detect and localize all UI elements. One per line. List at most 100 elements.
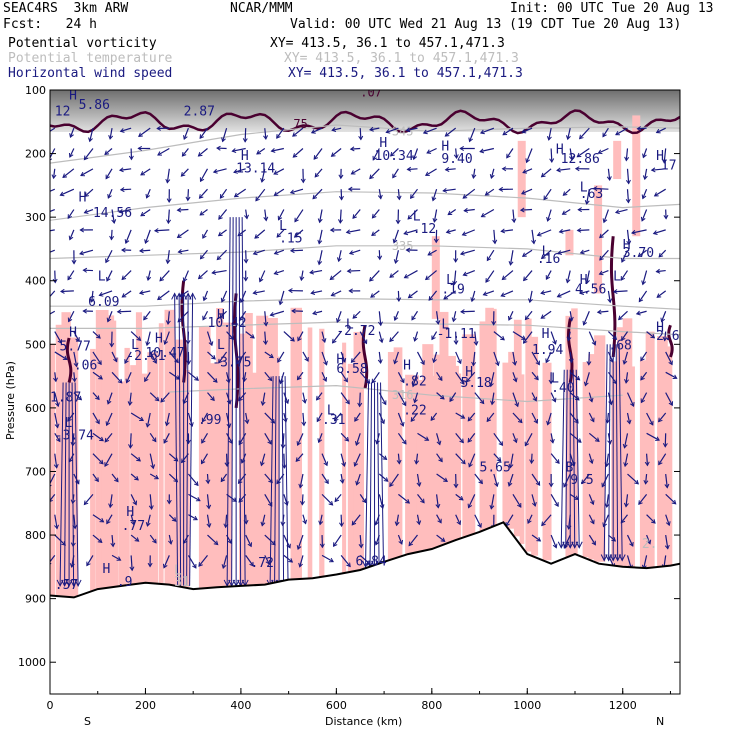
wind-vector-head (244, 419, 250, 425)
wind-vector-head (424, 275, 430, 281)
wind-vector (319, 514, 323, 525)
wind-vector-head (165, 320, 171, 326)
wind-extremum-label: .9 (117, 575, 133, 590)
wind-vector-head (348, 250, 354, 255)
wind-vector-head (508, 463, 514, 469)
wind-vector (274, 269, 285, 275)
wind-vector (149, 494, 153, 510)
wind-vector-head (302, 398, 307, 404)
wind-vector (104, 148, 113, 155)
wind-vector-head (263, 340, 268, 346)
pv-fill-column (319, 328, 325, 578)
wind-vector (294, 229, 304, 238)
pv-fill-column (462, 334, 476, 538)
wind-vector (299, 555, 304, 567)
wind-vector (491, 392, 495, 405)
wind-vector-head (477, 523, 482, 528)
x-tick-label: 0 (47, 699, 54, 712)
wind-vector (658, 249, 667, 258)
wind-extremum-label: 2.87 (184, 104, 215, 119)
wind-vector-head (125, 378, 131, 384)
wind-vector-head (265, 559, 270, 565)
wind-vector-head (411, 315, 416, 321)
wind-vector-head (358, 135, 364, 141)
wind-vector (149, 453, 154, 469)
wind-vector (607, 290, 611, 303)
wind-vector-head (299, 276, 305, 282)
wind-vector-head (543, 195, 548, 201)
wind-vector-head (413, 398, 418, 404)
wind-vector-head (535, 481, 541, 486)
wind-vector-head (242, 138, 248, 143)
wind-vector (290, 249, 303, 252)
wind-vector-head (231, 148, 237, 154)
wind-vector (490, 372, 495, 387)
wind-vector (159, 270, 170, 282)
wind-vector-head (479, 129, 485, 135)
wind-vector (550, 392, 556, 402)
wind-vector-head (638, 297, 644, 303)
x-end-label-left: S (84, 715, 91, 728)
wind-vector-head (375, 439, 380, 445)
pv-fill-column (662, 346, 673, 567)
wind-vector-head (598, 270, 604, 276)
wind-vector-head (601, 482, 606, 488)
wind-vector-head (520, 190, 526, 195)
wind-vector (480, 127, 495, 134)
pv-fill-column (422, 344, 434, 552)
wind-vector (302, 412, 305, 426)
wind-bundle-shaft (608, 344, 611, 561)
wind-vector-head (182, 277, 188, 283)
wind-vector-head (590, 417, 595, 423)
wind-vector-head (444, 132, 450, 137)
pv-fill-column (113, 357, 119, 588)
wind-vector-head (336, 257, 342, 263)
wind-vector-head (634, 479, 639, 485)
wind-vector-head (445, 229, 451, 234)
wind-vector (569, 148, 573, 160)
wind-vector-head (109, 235, 115, 241)
wind-vector-head (160, 397, 166, 403)
wind-vector (290, 188, 304, 194)
wind-vector-head (468, 137, 474, 143)
wind-vector (340, 473, 344, 484)
wind-vector (512, 331, 526, 340)
wind-vector (54, 534, 66, 546)
wind-vector-head (541, 521, 546, 527)
wind-vector-head (642, 153, 647, 159)
wind-vector-head (244, 214, 250, 220)
wind-vector-head (341, 462, 347, 467)
wind-vector (644, 168, 648, 180)
wind-vector (627, 473, 639, 485)
wind-vector (187, 473, 199, 486)
wind-vector (67, 270, 75, 281)
wind-vector-head (626, 419, 632, 425)
wind-vector-head (43, 229, 47, 233)
wind-vector (92, 432, 104, 442)
wind-vector-head (269, 353, 274, 359)
wind-vector (168, 534, 172, 545)
wind-vector-head (59, 191, 65, 197)
wind-vector (160, 392, 170, 403)
wind-vector-head (540, 172, 546, 178)
wind-vector-head (459, 146, 464, 151)
wind-vector-head (596, 309, 602, 315)
wind-vector-head (300, 178, 306, 184)
wind-vector-head (130, 520, 136, 526)
wind-extremum-label: 4.56 (575, 282, 606, 297)
wind-vector (643, 555, 648, 569)
wind-vector-head (597, 149, 603, 155)
wind-vector-head (482, 291, 488, 296)
wind-vector (493, 331, 505, 341)
wind-vector-head (498, 441, 504, 447)
wind-vector (104, 453, 113, 467)
wind-vector-head (202, 296, 208, 302)
wind-vector-head (310, 290, 316, 296)
forecast-hour: Fcst: 24 h (3, 17, 97, 32)
wind-vector-head (256, 150, 261, 155)
wind-vector (73, 514, 76, 529)
wind-vector (646, 432, 660, 441)
wind-vector-head (140, 211, 146, 217)
wind-vector-head (612, 289, 618, 295)
wind-extremum-label: L (580, 181, 588, 196)
